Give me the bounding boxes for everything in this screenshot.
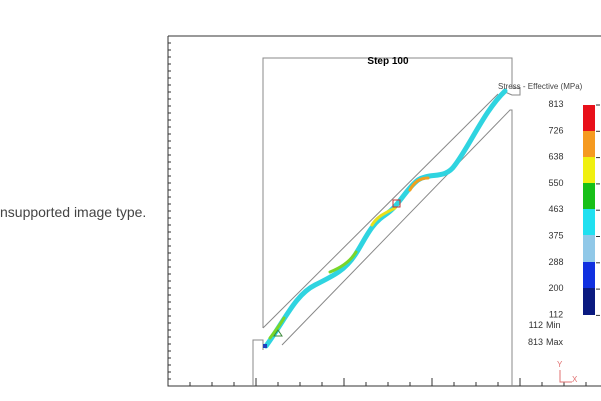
axis-x: X — [572, 375, 578, 384]
strip-hot — [268, 316, 286, 340]
strip-body — [263, 88, 508, 349]
legend-value: 375 — [548, 231, 563, 241]
max-value: 813 — [528, 337, 543, 347]
legend-value: 550 — [548, 178, 563, 188]
marker — [392, 199, 401, 208]
legend-band — [583, 105, 595, 131]
error-message: nsupported image type. — [0, 204, 147, 220]
min-value: 112 — [529, 320, 543, 330]
upper-die-edge — [262, 93, 499, 329]
legend-band — [583, 288, 595, 315]
marker — [273, 329, 283, 337]
upper-die — [262, 57, 521, 328]
strip-hot — [328, 250, 358, 274]
legend-value: 200 — [548, 283, 563, 293]
legend-value: 112 — [549, 309, 563, 319]
step-title: Step 100 — [367, 56, 409, 67]
legend-value: 463 — [548, 204, 563, 214]
legend-value: 288 — [548, 257, 563, 267]
legend-value: 813 — [548, 99, 563, 109]
legend-band — [583, 157, 595, 183]
strip-hot — [408, 176, 430, 192]
die — [252, 57, 521, 386]
marker — [263, 344, 267, 348]
legend-bar — [583, 105, 595, 315]
min-label: Min — [546, 320, 561, 330]
legend-title: Stress - Effective (MPa) — [498, 82, 583, 91]
legend-labels: 813 726 638 550 463 375 288 200 112 — [548, 99, 600, 319]
lower-die-left — [252, 339, 264, 386]
max-label: Max — [546, 337, 564, 347]
strip-hot — [370, 206, 397, 227]
ticks — [167, 35, 587, 386]
legend-value: 726 — [548, 125, 563, 135]
legend-band — [583, 209, 595, 235]
axis-y: Y — [557, 360, 563, 369]
legend-value: 638 — [548, 152, 563, 162]
legend-band — [583, 131, 595, 157]
legend-band — [583, 262, 595, 288]
lower-die — [281, 109, 513, 386]
legend-band — [583, 235, 595, 262]
strip — [263, 88, 508, 349]
legend-band — [583, 183, 595, 209]
axis-triad — [559, 370, 572, 383]
frame — [167, 35, 601, 387]
